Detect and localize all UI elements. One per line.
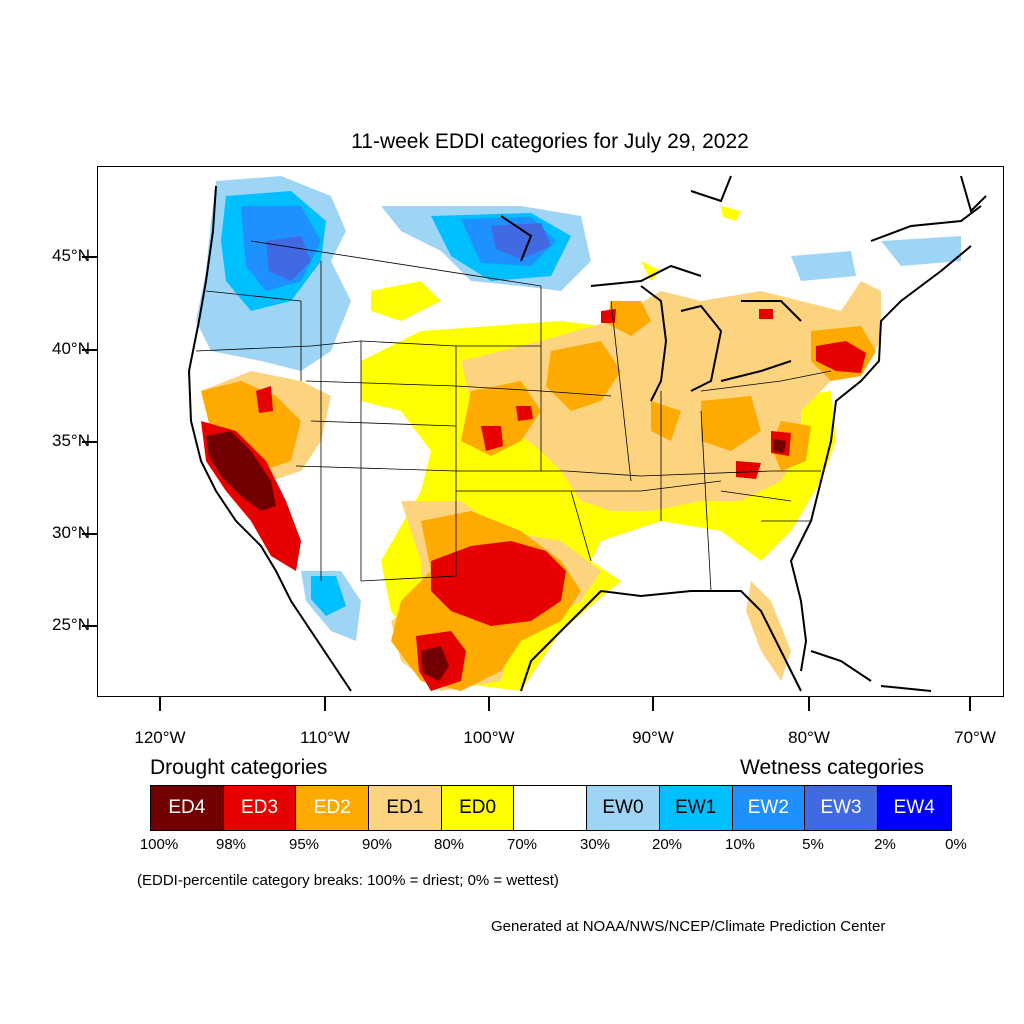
lon-tick-label: 90°W — [632, 728, 674, 747]
legend-break-label: 30% — [579, 836, 611, 853]
lon-tick-mark — [652, 697, 654, 711]
lon-tick-mark — [159, 697, 161, 711]
lon-tick-mark — [808, 697, 810, 711]
lon-tick-label: 120°W — [134, 728, 186, 747]
lon-tick-mark — [488, 697, 490, 711]
legend-break-label: 100% — [139, 836, 179, 853]
legend-swatch-ed3: ED3 — [223, 786, 297, 830]
legend-swatch-ed2: ED2 — [296, 786, 370, 830]
legend-swatch-ew1: EW1 — [659, 786, 733, 830]
lon-tick-mark — [324, 697, 326, 711]
wetness-heading: Wetness categories — [740, 756, 925, 779]
legend-swatch-ew2: EW2 — [732, 786, 806, 830]
drought-heading: Drought categories — [150, 756, 328, 779]
credit-line: Generated at NOAA/NWS/NCEP/Climate Predi… — [491, 918, 886, 935]
lon-tick-mark — [969, 697, 971, 711]
legend-swatch-ew4: EW4 — [877, 786, 951, 830]
lon-tick-label: 70°W — [954, 728, 996, 747]
legend-break-label: 10% — [724, 836, 756, 853]
legend-swatch-ed4: ED4 — [151, 786, 224, 830]
legend-break-label: 20% — [651, 836, 683, 853]
legend-break-label: 95% — [288, 836, 320, 853]
lat-tick-label: 45°N — [52, 246, 90, 265]
lat-tick-label: 30°N — [52, 523, 90, 542]
lon-tick-label: 80°W — [788, 728, 830, 747]
lat-tick-mark — [82, 441, 97, 443]
legend-break-label: 90% — [361, 836, 393, 853]
legend-swatch-ew0: EW0 — [587, 786, 660, 830]
lat-tick-mark — [82, 533, 97, 535]
legend-break-label: 5% — [802, 836, 824, 853]
legend-swatch-neutral — [514, 786, 588, 830]
lon-tick-label: 100°W — [463, 728, 515, 747]
legend-break-label: 0% — [945, 836, 967, 853]
map-panel — [97, 166, 1004, 697]
lat-tick-mark — [82, 349, 97, 351]
legend-break-label: 98% — [215, 836, 247, 853]
lon-tick-label: 110°W — [300, 728, 350, 747]
lat-tick-mark — [82, 625, 97, 627]
legend-swatch-ed1: ED1 — [369, 786, 442, 830]
lat-tick-label: 25°N — [52, 615, 90, 634]
lat-tick-label: 40°N — [52, 339, 90, 358]
legend-break-label: 80% — [433, 836, 465, 853]
legend-swatch-ew3: EW3 — [805, 786, 878, 830]
lat-tick-mark — [82, 256, 97, 258]
lat-tick-label: 35°N — [52, 431, 90, 450]
legend-break-label: 2% — [874, 836, 896, 853]
category-legend: ED4 ED3 ED2 ED1 ED0 EW0 EW1 EW2 EW3 EW4 — [150, 785, 952, 831]
eddi-map — [186, 175, 987, 692]
legend-break-label: 70% — [506, 836, 538, 853]
category-breaks-note: (EDDI-percentile category breaks: 100% =… — [137, 872, 559, 889]
legend-swatch-ed0: ED0 — [441, 786, 515, 830]
map-title: 11-week EDDI categories for July 29, 202… — [351, 130, 749, 153]
